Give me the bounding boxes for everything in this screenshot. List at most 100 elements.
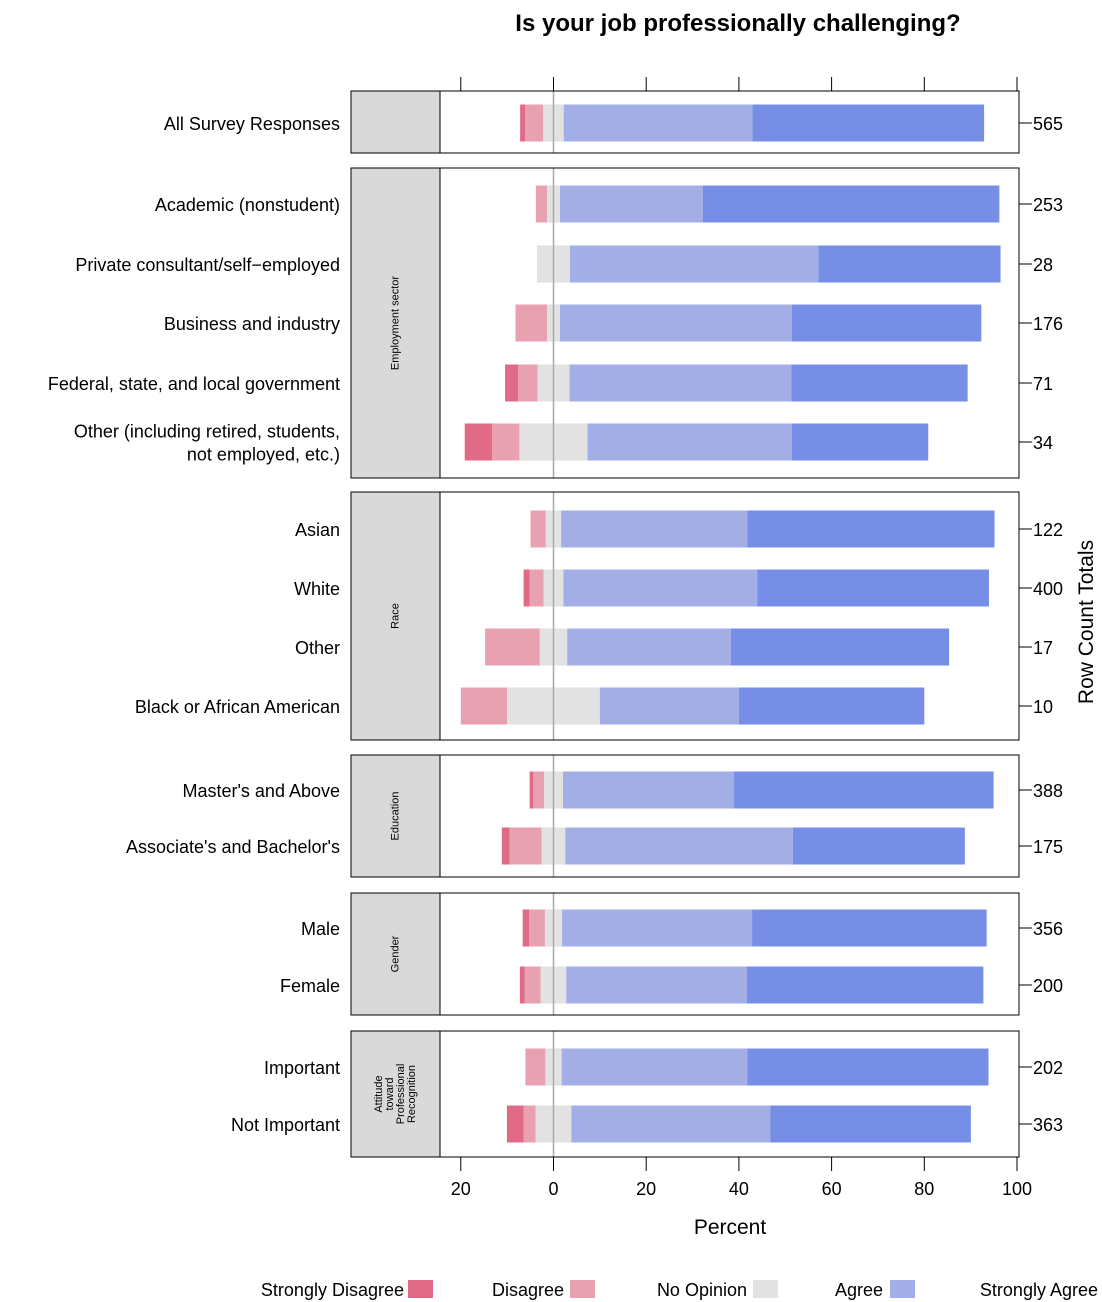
panel-border bbox=[350, 754, 1020, 878]
bar-disagree bbox=[530, 510, 546, 548]
row-total: 253 bbox=[1033, 195, 1063, 215]
panel-all-responses: All Survey Responses 565 bbox=[164, 90, 1063, 154]
panel-strip bbox=[351, 755, 440, 877]
bar-strongly-agree bbox=[791, 364, 968, 402]
bar-row-male bbox=[522, 909, 987, 947]
bar-agree bbox=[559, 185, 703, 223]
panel-border bbox=[350, 491, 1020, 741]
bar-agree bbox=[565, 827, 793, 865]
bar-strongly-disagree bbox=[523, 569, 530, 607]
bar-disagree bbox=[525, 104, 544, 142]
chart-title: Is your job professionally challenging? bbox=[515, 10, 960, 37]
bar-agree bbox=[599, 687, 739, 725]
legend-swatch-no-opinion bbox=[753, 1280, 778, 1298]
bar-strongly-agree bbox=[702, 185, 1000, 223]
bar-disagree bbox=[515, 304, 548, 342]
row-label: Business and industry bbox=[164, 314, 340, 334]
panel-strip bbox=[351, 893, 440, 1015]
row-total: 200 bbox=[1033, 976, 1063, 996]
bar-agree bbox=[562, 909, 753, 947]
bar-strongly-agree bbox=[730, 628, 950, 666]
row-total: 175 bbox=[1033, 837, 1063, 857]
row-label: Not Important bbox=[231, 1115, 340, 1135]
row-total: 565 bbox=[1033, 114, 1063, 134]
legend-label-agree: Agree bbox=[835, 1280, 883, 1300]
x-tick-label: 100 bbox=[1002, 1179, 1032, 1199]
x-tick-label: 0 bbox=[548, 1179, 558, 1199]
bar-strongly-disagree bbox=[506, 1105, 524, 1143]
bar-strongly-disagree bbox=[501, 827, 510, 865]
bar-row-important bbox=[525, 1048, 989, 1086]
bar-disagree bbox=[529, 569, 544, 607]
bar-disagree bbox=[518, 364, 538, 402]
bar-row-asian bbox=[530, 510, 995, 548]
row-label: Associate's and Bachelor's bbox=[126, 837, 340, 857]
bar-row-associate-s-and-bachelor-s bbox=[501, 827, 965, 865]
panel-border bbox=[350, 892, 1020, 1016]
x-tick-label: 20 bbox=[636, 1179, 656, 1199]
legend-swatch-disagree bbox=[570, 1280, 595, 1298]
bar-strongly-disagree bbox=[519, 966, 525, 1004]
bar-strongly-agree bbox=[747, 510, 995, 548]
bar-strongly-disagree bbox=[520, 104, 526, 142]
row-total: 400 bbox=[1033, 579, 1063, 599]
strip-label: toward bbox=[384, 1077, 396, 1110]
panel-strip bbox=[351, 168, 440, 478]
row-label: Academic (nonstudent) bbox=[155, 195, 340, 215]
chart-legend: Strongly Disagree Disagree No Opinion Agree… bbox=[261, 1280, 1098, 1300]
strip-label: Education bbox=[390, 792, 402, 841]
bar-row-all-survey-responses bbox=[520, 104, 985, 142]
row-total: 71 bbox=[1033, 374, 1053, 394]
bar-agree bbox=[569, 245, 819, 283]
bar-agree bbox=[569, 364, 792, 402]
bar-strongly-disagree bbox=[522, 909, 530, 947]
panel-employment-sector: Employment sector Academic (nonstudent) 25… bbox=[48, 167, 1063, 479]
bar-agree bbox=[561, 510, 748, 548]
bar-row-black-or-african-american bbox=[460, 687, 925, 725]
bar-strongly-agree bbox=[792, 827, 965, 865]
bar-row-not-important bbox=[506, 1105, 971, 1143]
x-tick-label: 60 bbox=[822, 1179, 842, 1199]
panel-strip bbox=[351, 1031, 440, 1157]
bar-agree bbox=[571, 1105, 771, 1143]
strip-label: Race bbox=[390, 603, 402, 629]
bar-strongly-agree bbox=[791, 423, 929, 461]
panel-education: Education Master's and Above 388 Associate'… bbox=[126, 754, 1063, 878]
x-tick-label: 40 bbox=[729, 1179, 749, 1199]
bar-row-other bbox=[485, 628, 950, 666]
row-total: 34 bbox=[1033, 433, 1053, 453]
bar-disagree bbox=[460, 687, 508, 725]
bar-agree bbox=[587, 423, 792, 461]
legend-swatch-strongly-disagree bbox=[408, 1280, 433, 1298]
bar-strongly-disagree bbox=[464, 423, 493, 461]
bar-agree bbox=[561, 1048, 748, 1086]
bar-agree bbox=[563, 104, 753, 142]
bar-row-female bbox=[519, 966, 984, 1004]
row-label: Federal, state, and local government bbox=[48, 374, 340, 394]
bar-row-private-consultant-self-employed bbox=[537, 245, 1001, 283]
row-label: Master's and Above bbox=[182, 781, 340, 801]
row-label: Other bbox=[295, 638, 340, 658]
x-axes: 20 0 20 40 60 80 100 bbox=[451, 77, 1032, 1199]
panel-border bbox=[350, 167, 1020, 479]
bar-disagree bbox=[524, 966, 541, 1004]
legend-label-disagree: Disagree bbox=[492, 1280, 564, 1300]
bar-row-white bbox=[523, 569, 989, 607]
panel-race: Race Asian 122 White 400 Other 17 Black or Afri… bbox=[135, 491, 1063, 741]
legend-label-no-opinion: No Opinion bbox=[657, 1280, 747, 1300]
legend-swatch-agree bbox=[890, 1280, 915, 1298]
row-total: 28 bbox=[1033, 255, 1053, 275]
row-total: 356 bbox=[1033, 919, 1063, 939]
bar-disagree bbox=[485, 628, 540, 666]
bar-row-business-and-industry bbox=[515, 304, 982, 342]
row-label: not employed, etc.) bbox=[187, 445, 340, 465]
x-axis-label: Percent bbox=[694, 1216, 767, 1239]
row-label: All Survey Responses bbox=[164, 114, 340, 134]
row-total: 363 bbox=[1033, 1115, 1063, 1135]
row-total: 17 bbox=[1033, 638, 1053, 658]
bar-strongly-agree bbox=[747, 966, 984, 1004]
bar-agree bbox=[563, 569, 758, 607]
bar-strongly-agree bbox=[752, 104, 985, 142]
panel-strip bbox=[351, 91, 440, 153]
